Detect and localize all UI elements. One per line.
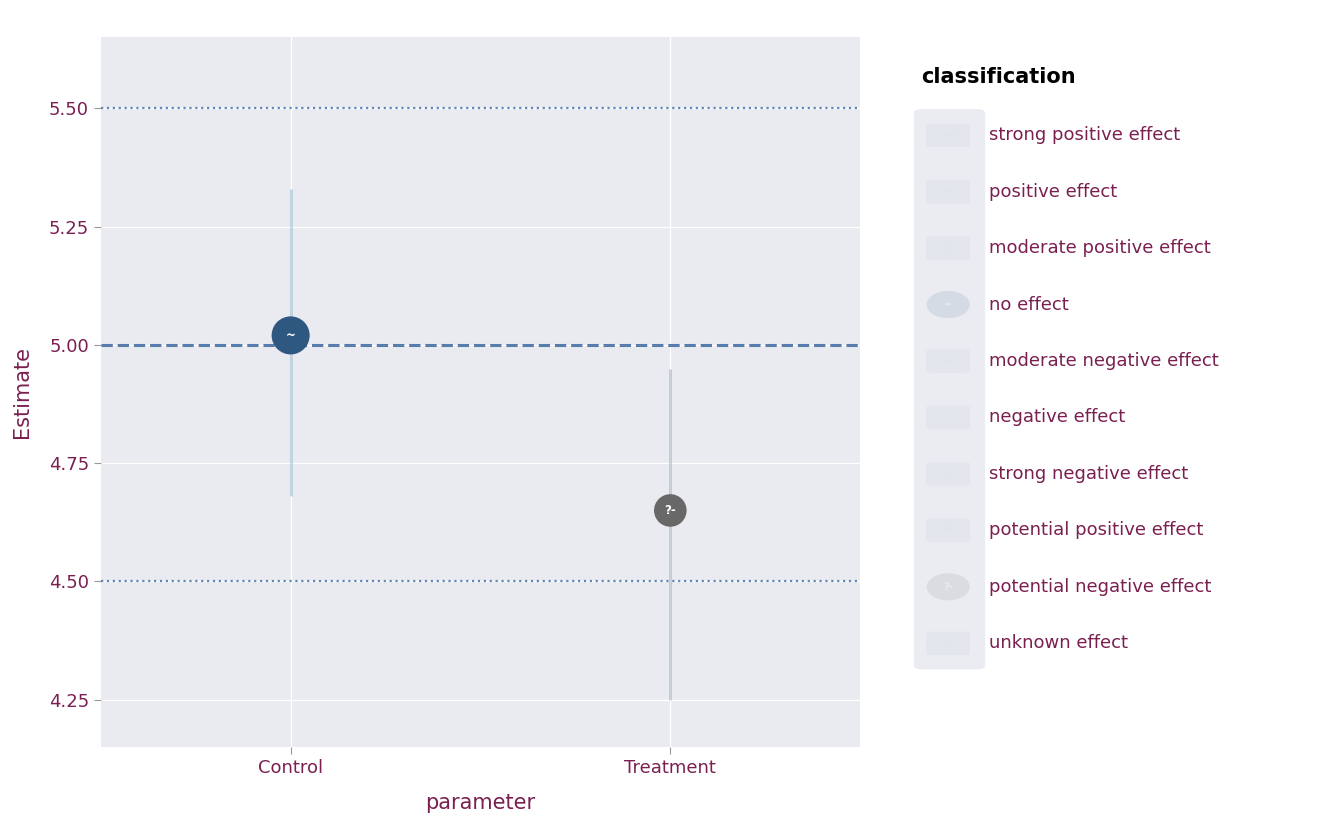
Text: potential positive effect: potential positive effect <box>989 521 1204 540</box>
Y-axis label: Estimate: Estimate <box>12 346 32 438</box>
FancyBboxPatch shape <box>926 632 970 655</box>
X-axis label: parameter: parameter <box>426 793 535 813</box>
Text: potential negative effect: potential negative effect <box>989 578 1211 596</box>
FancyBboxPatch shape <box>926 180 970 203</box>
Text: ~: ~ <box>286 329 296 342</box>
Text: classification: classification <box>921 67 1075 87</box>
Text: ?-: ?- <box>664 504 676 517</box>
Text: strong positive effect: strong positive effect <box>989 126 1180 144</box>
Text: no effect: no effect <box>989 295 1068 314</box>
Text: ++: ++ <box>941 131 956 139</box>
FancyBboxPatch shape <box>926 406 970 429</box>
Text: ?: ? <box>946 639 950 647</box>
FancyBboxPatch shape <box>926 349 970 373</box>
Text: negative effect: negative effect <box>989 408 1125 427</box>
Circle shape <box>927 574 969 600</box>
Text: moderate negative effect: moderate negative effect <box>989 352 1219 370</box>
FancyBboxPatch shape <box>926 519 970 542</box>
Text: strong negative effect: strong negative effect <box>989 465 1188 483</box>
Text: ?-: ?- <box>943 582 953 592</box>
Text: moderate positive effect: moderate positive effect <box>989 239 1211 257</box>
Text: unknown effect: unknown effect <box>989 634 1128 652</box>
Text: -: - <box>946 413 950 422</box>
Text: +~: +~ <box>941 244 956 252</box>
Text: +: + <box>945 188 952 196</box>
Text: ~: ~ <box>943 300 953 310</box>
Text: positive effect: positive effect <box>989 183 1117 201</box>
Text: ?+: ?+ <box>942 526 954 535</box>
Point <box>660 504 681 517</box>
Circle shape <box>927 291 969 318</box>
Point <box>280 329 301 342</box>
FancyBboxPatch shape <box>926 124 970 147</box>
FancyBboxPatch shape <box>926 237 970 260</box>
Text: --: -- <box>945 470 952 478</box>
Text: -~: -~ <box>942 357 954 365</box>
FancyBboxPatch shape <box>926 462 970 486</box>
